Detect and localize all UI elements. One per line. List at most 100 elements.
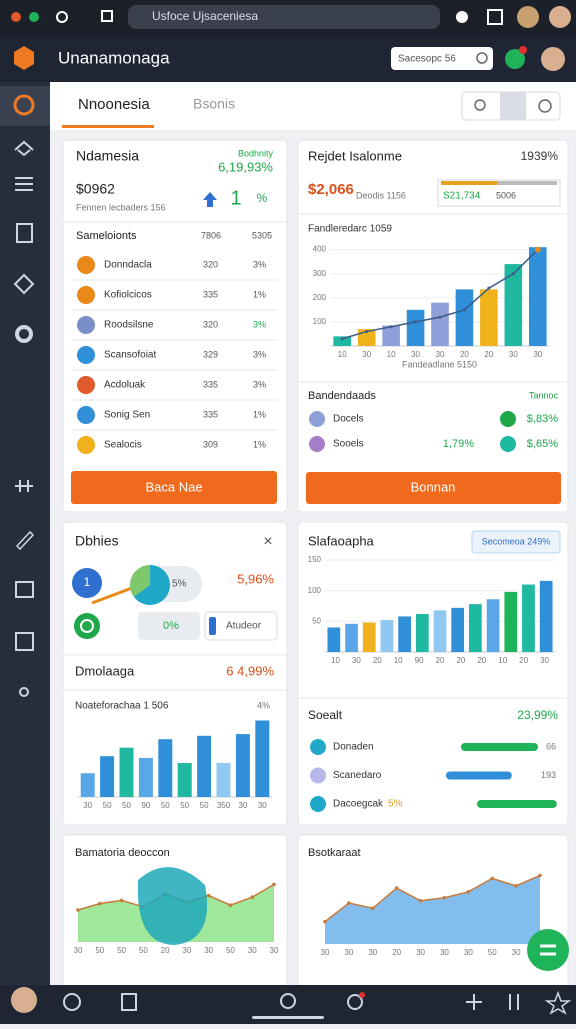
list-value: 23,99% xyxy=(517,708,558,722)
nav-icon[interactable] xyxy=(121,993,137,1011)
x-tick-label: 30 xyxy=(258,801,267,810)
trend-point xyxy=(389,325,393,329)
nav-icon[interactable] xyxy=(63,993,81,1011)
search-box[interactable] xyxy=(391,47,493,70)
progress-bar xyxy=(477,800,557,808)
area-point xyxy=(97,901,102,906)
status-icon xyxy=(456,11,468,23)
row-count: 309 xyxy=(203,439,218,449)
sidebar-icon[interactable] xyxy=(15,581,34,598)
row-icon xyxy=(309,436,325,452)
x-tick-label: 10 xyxy=(338,350,347,359)
fab[interactable] xyxy=(527,929,569,971)
row-tag: 5% xyxy=(388,799,403,810)
row-share: 3% xyxy=(253,259,266,269)
area-point xyxy=(250,895,255,899)
avatar[interactable] xyxy=(549,6,571,28)
bar xyxy=(345,623,358,652)
logo[interactable] xyxy=(14,46,34,70)
row-value: $,83% xyxy=(527,413,558,425)
x-tick-label: 50 xyxy=(488,948,497,957)
sidebar-icon[interactable] xyxy=(15,632,34,651)
caption: Deodis 1156 xyxy=(356,190,406,200)
row-count: 335 xyxy=(203,289,218,299)
bar xyxy=(100,756,115,797)
url-bar[interactable] xyxy=(128,5,440,29)
nav-icon[interactable] xyxy=(466,994,482,1010)
sidebar-icon[interactable] xyxy=(15,177,33,191)
x-tick-label: 50 xyxy=(226,946,235,955)
sidebar-icon[interactable] xyxy=(16,223,33,243)
tab[interactable]: Bsonis xyxy=(193,96,235,112)
tab-active[interactable]: Nnoonesia xyxy=(78,96,150,113)
sidebar-icon[interactable] xyxy=(13,273,35,295)
list-title: Bandendaads xyxy=(308,390,376,402)
card-title: Bamatoria deoccon xyxy=(75,847,170,859)
area-point xyxy=(538,873,542,878)
sidebar-icon[interactable] xyxy=(19,687,29,697)
row-name: Sealocis xyxy=(104,440,142,451)
progress-bar xyxy=(461,743,538,751)
bar xyxy=(158,739,173,797)
url-text: Usfoce Ujsaceniesa xyxy=(152,9,258,23)
nav-icon[interactable] xyxy=(280,993,296,1009)
x-tick-label: 50 xyxy=(139,946,148,955)
bar xyxy=(539,580,553,652)
toolbar-icon[interactable] xyxy=(538,99,552,113)
toolbar-button[interactable] xyxy=(500,92,526,120)
bar xyxy=(235,734,250,797)
sidebar-icon[interactable] xyxy=(14,140,34,157)
x-tick-label: 30 xyxy=(248,946,257,955)
x-tick-label: 50 xyxy=(122,801,131,810)
x-tick-label: 20 xyxy=(373,656,382,665)
pill xyxy=(204,611,278,641)
change: 1 xyxy=(230,187,241,209)
sidebar-icon[interactable] xyxy=(15,325,33,343)
arrow-icon xyxy=(203,192,217,207)
avatar[interactable] xyxy=(11,987,37,1013)
caption: Fandeadlane 5150 xyxy=(402,359,477,369)
sidebar-icon[interactable] xyxy=(13,94,35,116)
row-count: 335 xyxy=(203,409,218,419)
area-point xyxy=(514,884,518,888)
avatar[interactable] xyxy=(517,6,539,28)
toolbar-icon[interactable] xyxy=(474,99,486,111)
summary-bar xyxy=(441,181,497,185)
bar xyxy=(431,302,449,346)
row-icon xyxy=(77,316,95,334)
row-share: 3% xyxy=(253,319,266,329)
bar xyxy=(216,763,231,797)
sidebar-icon[interactable] xyxy=(15,480,33,492)
progress-bar xyxy=(446,771,512,780)
row-count: 329 xyxy=(203,349,218,359)
badge-text: Secomeoa 249% xyxy=(482,536,551,546)
bar xyxy=(522,584,535,652)
primary-button[interactable] xyxy=(306,472,561,504)
sidebar-icon[interactable] xyxy=(15,530,35,551)
area-point xyxy=(206,893,211,898)
nav-icon[interactable] xyxy=(544,990,572,1015)
card-title: Bsotkaraat xyxy=(308,847,361,859)
row-name: Scansofoiat xyxy=(104,350,156,361)
pie-slice xyxy=(130,565,150,597)
y-tick-label: 150 xyxy=(308,555,322,564)
area-point xyxy=(442,895,447,900)
notification-button[interactable] xyxy=(505,49,525,69)
nav-icon[interactable] xyxy=(347,994,363,1010)
trend-point xyxy=(487,286,491,290)
x-tick-label: 30 xyxy=(540,656,549,665)
status-icon xyxy=(101,10,113,22)
x-tick-label: 50 xyxy=(117,946,126,955)
row-name: Dacoegcak xyxy=(333,799,384,810)
row-share: 1% xyxy=(253,439,266,449)
area-point xyxy=(347,901,351,905)
x-tick-label: 30 xyxy=(368,948,377,957)
area-line xyxy=(324,874,541,923)
x-tick-label: 30 xyxy=(509,350,518,359)
x-tick-label: 10 xyxy=(498,656,507,665)
nav-icon[interactable] xyxy=(509,994,519,1010)
avatar[interactable] xyxy=(541,47,565,71)
primary-button[interactable] xyxy=(71,471,277,504)
row-share: 1% xyxy=(253,409,266,419)
